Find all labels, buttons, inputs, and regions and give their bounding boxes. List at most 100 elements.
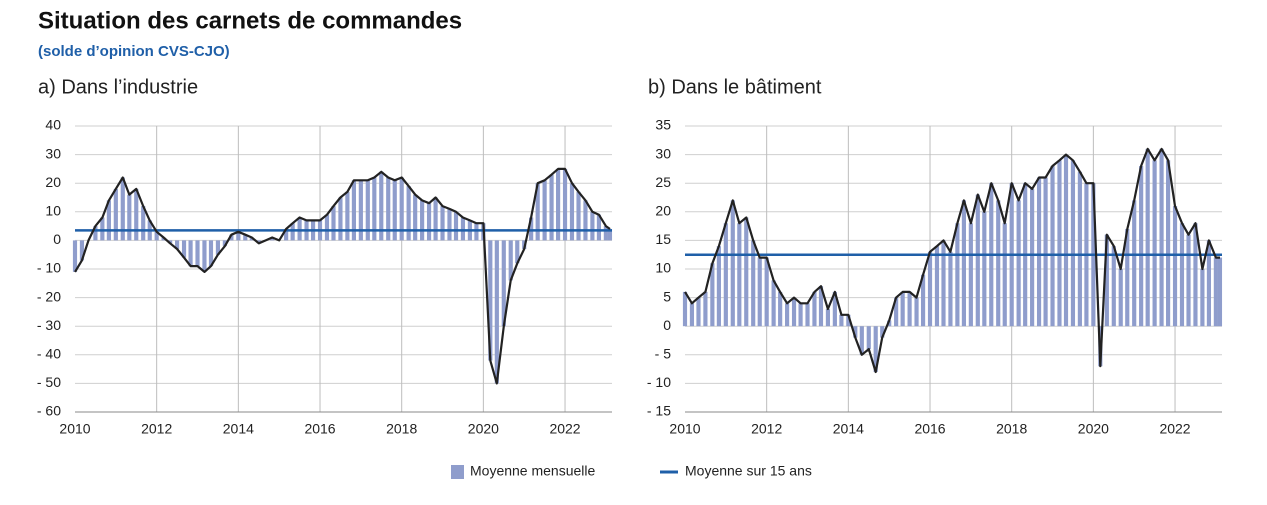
bar xyxy=(1145,148,1150,327)
bar xyxy=(556,168,561,241)
bar xyxy=(757,257,762,327)
bar xyxy=(93,226,98,241)
bar xyxy=(914,297,919,327)
bar xyxy=(682,291,688,327)
bar xyxy=(866,326,871,350)
bar xyxy=(900,291,905,327)
bar xyxy=(1217,257,1223,327)
bar xyxy=(1070,160,1076,327)
y-tick-label: 0 xyxy=(663,317,671,333)
y-tick-label: - 40 xyxy=(37,346,61,362)
bar xyxy=(1002,223,1007,327)
y-tick-label: - 20 xyxy=(37,288,61,304)
bar xyxy=(716,246,721,327)
y-tick-label: 30 xyxy=(45,145,61,161)
bar xyxy=(535,183,540,241)
bar xyxy=(297,217,302,241)
y-tick-label: 20 xyxy=(45,174,61,190)
bar xyxy=(256,240,261,244)
bar xyxy=(812,291,817,327)
bar xyxy=(1193,223,1198,327)
y-tick-label: 5 xyxy=(663,288,671,304)
bar xyxy=(948,251,953,327)
bar xyxy=(1057,160,1062,327)
x-tick-label: 2012 xyxy=(751,421,782,437)
bar xyxy=(764,257,769,327)
bar xyxy=(1132,200,1137,327)
bar xyxy=(208,240,214,267)
bar xyxy=(154,231,159,241)
bar xyxy=(562,168,568,241)
x-tick-label: 2016 xyxy=(304,421,335,437)
bar xyxy=(215,240,221,255)
x-tick-label: 2022 xyxy=(1159,421,1190,437)
subtitle: (solde d’opinion CVS-CJO) xyxy=(38,43,230,60)
bar xyxy=(447,208,452,241)
bar xyxy=(1030,188,1035,327)
y-tick-label: 20 xyxy=(655,203,671,219)
bar xyxy=(569,183,575,241)
x-tick-label: 2010 xyxy=(59,421,90,437)
bar xyxy=(723,223,728,327)
bar xyxy=(894,297,899,327)
bar xyxy=(730,200,735,327)
bar xyxy=(392,180,397,241)
y-tick-label: - 10 xyxy=(37,260,61,276)
bar xyxy=(607,228,613,241)
bar xyxy=(1050,166,1055,327)
bar xyxy=(710,263,715,327)
bar xyxy=(798,303,803,327)
bar xyxy=(542,180,547,241)
bar xyxy=(202,240,207,272)
bar xyxy=(603,226,608,241)
bar xyxy=(168,240,173,244)
y-tick-label: 15 xyxy=(655,231,671,247)
bar xyxy=(737,223,742,327)
y-tick-label: 25 xyxy=(655,174,671,190)
bar xyxy=(113,188,118,241)
bar xyxy=(324,214,330,241)
bar xyxy=(1172,206,1178,327)
data-line xyxy=(74,167,611,385)
bar xyxy=(365,180,370,241)
y-tick-label: - 10 xyxy=(647,374,671,390)
bar xyxy=(1200,269,1205,327)
x-tick-label: 2022 xyxy=(549,421,580,437)
bar xyxy=(996,200,1001,327)
bar xyxy=(290,223,295,241)
y-tick-label: - 15 xyxy=(647,403,671,419)
bar xyxy=(818,286,824,327)
bar xyxy=(975,194,980,327)
bar xyxy=(941,240,946,327)
bar xyxy=(134,188,139,241)
y-tick-label: 10 xyxy=(655,260,671,276)
panel-title: b) Dans le bâtiment xyxy=(648,76,822,98)
bar xyxy=(79,240,85,261)
bar xyxy=(1077,171,1082,327)
bar xyxy=(1206,240,1212,327)
bar xyxy=(1213,257,1218,327)
legend-label: Moyenne sur 15 ans xyxy=(685,463,812,479)
bar xyxy=(453,211,459,241)
bar xyxy=(222,240,227,247)
bar xyxy=(1139,166,1144,327)
bar xyxy=(689,303,695,327)
bar xyxy=(1118,269,1123,327)
bar xyxy=(982,211,987,327)
bar xyxy=(175,240,180,249)
y-tick-label: 10 xyxy=(45,203,61,219)
bar xyxy=(1152,160,1157,327)
legend-swatch xyxy=(451,465,464,479)
bar xyxy=(120,177,125,241)
bar xyxy=(413,194,418,241)
y-tick-label: 40 xyxy=(45,117,61,133)
x-tick-label: 2012 xyxy=(141,421,172,437)
bar xyxy=(1104,234,1109,327)
bar xyxy=(968,223,973,327)
bar xyxy=(141,206,146,241)
bar xyxy=(1043,177,1048,327)
bar xyxy=(583,200,588,241)
bar xyxy=(920,274,926,327)
bar xyxy=(501,240,506,327)
data-line xyxy=(684,147,1220,374)
